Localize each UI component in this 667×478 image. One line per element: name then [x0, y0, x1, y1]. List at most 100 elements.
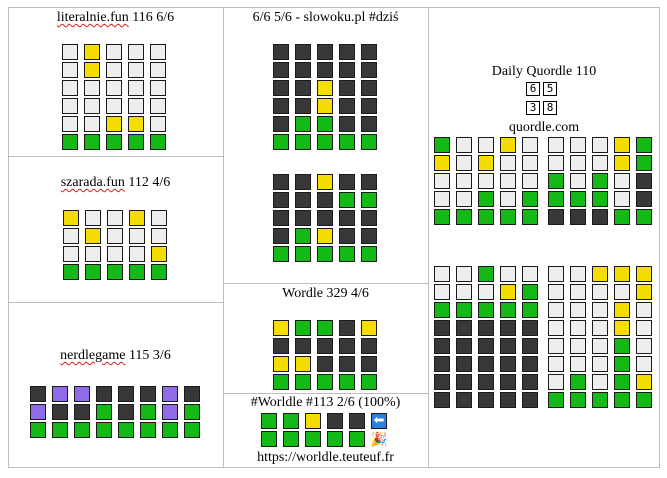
green-tile	[129, 264, 145, 280]
purple-tile	[74, 386, 90, 402]
white-tile	[151, 228, 167, 244]
party-popper-icon: 🎉	[370, 432, 388, 448]
black-tile	[96, 386, 112, 402]
green-tile	[295, 134, 311, 150]
white-tile	[128, 80, 144, 96]
white-tile	[62, 80, 78, 96]
green-tile	[548, 191, 564, 207]
white-tile	[151, 210, 167, 226]
white-tile	[85, 210, 101, 226]
green-tile	[339, 374, 355, 390]
literalnie-title-score: 116 6/6	[128, 10, 175, 25]
white-tile	[107, 228, 123, 244]
nerdlegame-title-site: nerdlegame	[60, 348, 126, 363]
white-tile	[570, 338, 586, 354]
green-tile	[30, 422, 46, 438]
white-tile	[548, 137, 564, 153]
white-tile	[456, 155, 472, 171]
black-tile	[339, 338, 355, 354]
yellow-tile	[273, 356, 289, 372]
black-tile	[52, 404, 68, 420]
white-tile	[592, 284, 608, 300]
black-tile	[30, 386, 46, 402]
green-tile	[614, 392, 630, 408]
worldle-url[interactable]: https://worldle.teuteuf.fr	[257, 450, 394, 465]
black-tile	[500, 338, 516, 354]
white-tile	[128, 98, 144, 114]
black-tile	[592, 209, 608, 225]
yellow-tile	[614, 302, 630, 318]
purple-tile	[30, 404, 46, 420]
black-tile	[273, 338, 289, 354]
white-tile	[548, 266, 564, 282]
black-tile	[295, 98, 311, 114]
green-tile	[150, 134, 166, 150]
black-tile	[434, 338, 450, 354]
black-tile	[273, 116, 289, 132]
white-tile	[636, 320, 652, 336]
white-tile	[62, 44, 78, 60]
green-tile	[339, 192, 355, 208]
white-tile	[500, 191, 516, 207]
white-tile	[434, 173, 450, 189]
white-tile	[456, 266, 472, 282]
black-tile	[361, 116, 377, 132]
white-tile	[548, 338, 564, 354]
black-tile	[184, 386, 200, 402]
black-tile	[339, 44, 355, 60]
green-tile	[283, 431, 299, 447]
green-tile	[62, 134, 78, 150]
worldle-panel: #Worldle #113 2/6 (100%) ⬅ 🎉 https://wor…	[223, 393, 428, 468]
yellow-tile	[478, 155, 494, 171]
black-tile	[500, 392, 516, 408]
green-tile	[96, 422, 112, 438]
literalnie-title: literalnie.fun 116 6/6	[8, 10, 223, 26]
white-tile	[592, 302, 608, 318]
green-tile	[456, 209, 472, 225]
yellow-tile	[317, 98, 333, 114]
white-tile	[522, 155, 538, 171]
black-tile	[339, 62, 355, 78]
green-tile	[456, 302, 472, 318]
black-tile	[317, 44, 333, 60]
white-tile	[548, 320, 564, 336]
quordle-url[interactable]: quordle.com	[508, 120, 580, 135]
yellow-tile	[614, 266, 630, 282]
black-tile	[456, 374, 472, 390]
green-tile	[84, 134, 100, 150]
green-tile	[339, 134, 355, 150]
black-tile	[339, 356, 355, 372]
green-tile	[128, 134, 144, 150]
black-tile	[339, 320, 355, 336]
slowoku-title: 6/6 5/6 - slowoku.pl #dziś	[252, 10, 399, 25]
yellow-tile	[273, 320, 289, 336]
yellow-tile	[592, 266, 608, 282]
black-tile	[456, 392, 472, 408]
black-tile	[478, 392, 494, 408]
green-tile	[614, 356, 630, 372]
black-tile	[317, 338, 333, 354]
white-tile	[456, 284, 472, 300]
divider-col2	[428, 7, 429, 468]
white-tile	[548, 284, 564, 300]
white-tile	[434, 191, 450, 207]
white-tile	[570, 302, 586, 318]
white-tile	[636, 338, 652, 354]
yellow-tile	[295, 356, 311, 372]
yellow-tile	[500, 137, 516, 153]
black-tile	[118, 386, 134, 402]
white-tile	[106, 80, 122, 96]
purple-tile	[162, 386, 178, 402]
white-tile	[106, 44, 122, 60]
black-tile	[295, 80, 311, 96]
green-tile	[327, 431, 343, 447]
worldle-title: #Worldle #113 2/6 (100%)	[250, 395, 401, 410]
green-tile	[261, 413, 277, 429]
yellow-tile	[84, 44, 100, 60]
green-tile	[500, 302, 516, 318]
white-tile	[478, 137, 494, 153]
white-tile	[548, 374, 564, 390]
white-tile	[84, 116, 100, 132]
white-tile	[150, 62, 166, 78]
white-tile	[456, 191, 472, 207]
